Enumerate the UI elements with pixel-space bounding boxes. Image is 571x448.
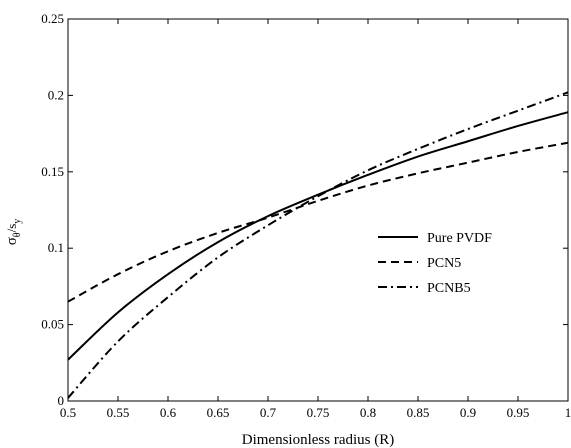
legend-label-1: Pure PVDF: [427, 231, 492, 246]
series-line-1: [67, 111, 569, 361]
x-tick-label: 0.5: [60, 405, 76, 420]
x-tick-label: 0.85: [407, 405, 430, 420]
x-tick-label: 0.75: [307, 405, 330, 420]
axis-ticks: 0.5 0.55 0.6 0.65 0.7 0.75 0.8 0.85 0.9 0.95 1 0 0.0…: [41, 11, 571, 420]
svg-text:σθ/sy: σθ/sy: [4, 219, 23, 246]
x-tick-label: 0.9: [460, 405, 476, 420]
legend: Pure PVDF PCN5 PCNB5: [378, 231, 492, 296]
x-tick-label: 0.7: [260, 405, 277, 420]
plot-frame: [67, 18, 569, 402]
x-tick-label: 0.65: [207, 405, 230, 420]
y-axis-label-slash: /s: [4, 224, 19, 233]
legend-label-3: PCNB5: [427, 281, 471, 296]
series-line-3: [67, 91, 569, 399]
y-tick-label: 0.2: [48, 87, 64, 102]
x-tick-label: 0.55: [107, 405, 130, 420]
y-tick-label: 0.15: [41, 164, 64, 179]
series-lines: [67, 91, 569, 399]
x-tick-label: 0.8: [360, 405, 376, 420]
y-tick-label: 0.05: [41, 317, 64, 332]
y-tick-label: 0: [58, 393, 65, 408]
y-axis-label-subscript-1: θ: [12, 232, 23, 237]
y-axis-label: σθ/sy: [4, 219, 23, 246]
y-axis-label-subscript-2: y: [12, 219, 23, 224]
legend-label-2: PCN5: [427, 256, 461, 271]
series-line-2: [67, 141, 569, 303]
y-axis-label-symbol: σ: [4, 237, 20, 245]
x-tick-label: 0.6: [160, 405, 177, 420]
x-tick-label: 1: [565, 405, 571, 420]
y-tick-label: 0.25: [41, 11, 64, 26]
x-tick-label: 0.95: [507, 405, 530, 420]
y-tick-label: 0.1: [48, 240, 64, 255]
x-axis-label: Dimensionless radius (R): [242, 432, 394, 448]
